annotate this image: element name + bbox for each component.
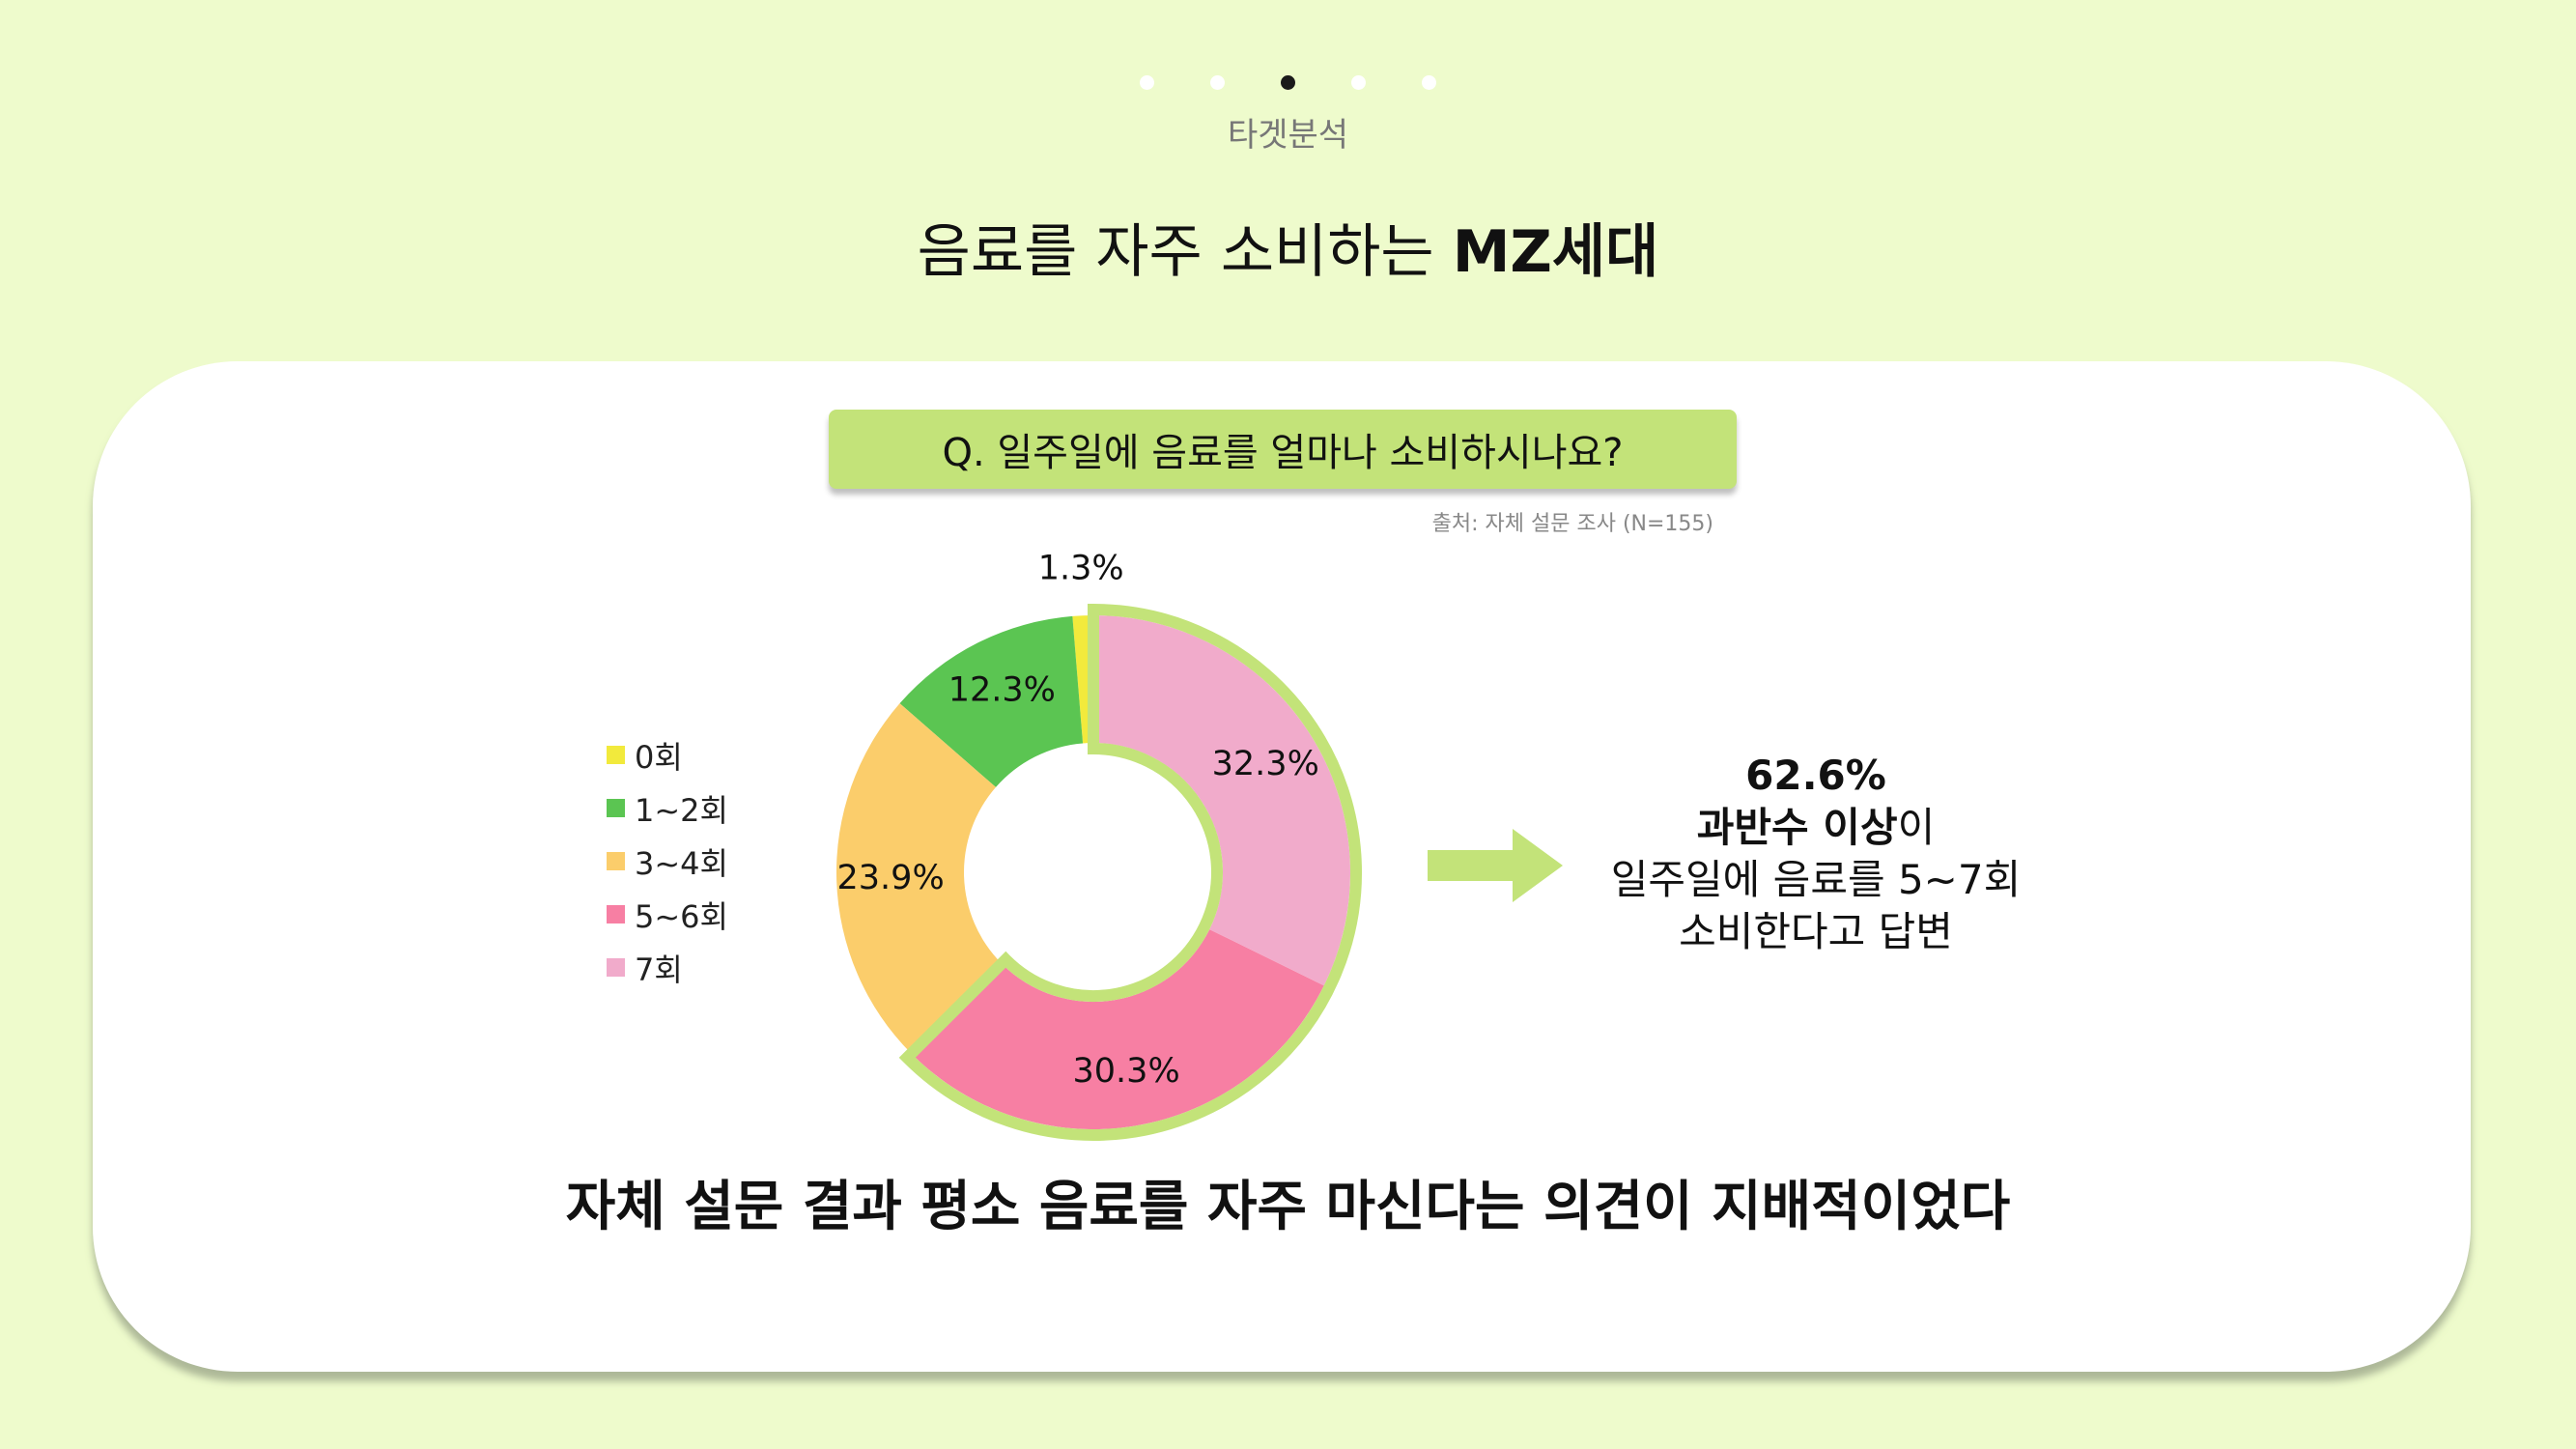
legend-item: 3~4회 [607,835,728,888]
data-label: 1.3% [1038,549,1124,587]
data-label: 32.3% [1212,745,1319,783]
legend-label: 1~2회 [635,791,728,829]
legend-item: 1~2회 [607,781,728,835]
highlight-outline [898,603,1362,1141]
arrow-right-icon [1428,829,1563,902]
callout-suffix: 이 [1897,804,1936,851]
chart-legend: 0회 1~2회 3~4회 5~6회 7회 [607,728,728,994]
title-bold: MZ세대 [1452,218,1659,286]
callout-line: 과반수 이상이 [1574,802,2057,854]
source-note: 출처: 자체 설문 조사 (N=155) [1431,512,1713,536]
data-label: 12.3% [948,671,1056,710]
conclusion-text: 자체 설문 결과 평소 음료를 자주 마신다는 의견이 지배적이었다 [565,1176,2011,1238]
legend-label: 0회 [635,738,683,776]
callout-percent: 62.6% [1745,752,1886,799]
legend-item: 0회 [607,728,728,781]
legend-label: 3~4회 [635,844,728,882]
question-banner: Q. 일주일에 음료를 얼마나 소비하시나요? [829,410,1737,489]
callout-line: 일주일에 음료를 5~7회 [1610,856,2022,903]
callout-text: 62.6% 과반수 이상이 일주일에 음료를 5~7회 소비한다고 답변 [1574,750,2057,958]
title-regular: 음료를 자주 소비하는 [917,218,1453,286]
section-label: 타겟분석 [1227,116,1349,155]
page-dot[interactable] [1351,75,1366,90]
data-label: 30.3% [1073,1052,1180,1091]
callout-line: 소비한다고 답변 [1679,908,1953,955]
legend-swatch [607,958,625,977]
page-title: 음료를 자주 소비하는 MZ세대 [0,205,2576,289]
legend-swatch [607,852,625,870]
page-indicator [0,75,2576,90]
page-dot[interactable] [1140,75,1154,90]
legend-swatch [607,746,625,764]
legend-label: 5~6회 [635,897,728,935]
legend-label: 7회 [635,951,683,988]
donut-slice-5 [1093,615,1350,986]
legend-item: 5~6회 [607,888,728,941]
legend-swatch [607,905,625,923]
legend-swatch [607,799,625,817]
page-dot[interactable] [1210,75,1225,90]
donut-slice-2 [899,615,1084,787]
page-dot[interactable] [1422,75,1436,90]
page-dot-active[interactable] [1281,75,1295,90]
donut-slice-4 [911,929,1324,1129]
legend-item: 7회 [607,941,728,994]
donut-slice-3 [836,703,1003,1054]
callout-emphasis: 과반수 이상 [1696,804,1898,851]
data-label: 23.9% [837,859,945,897]
